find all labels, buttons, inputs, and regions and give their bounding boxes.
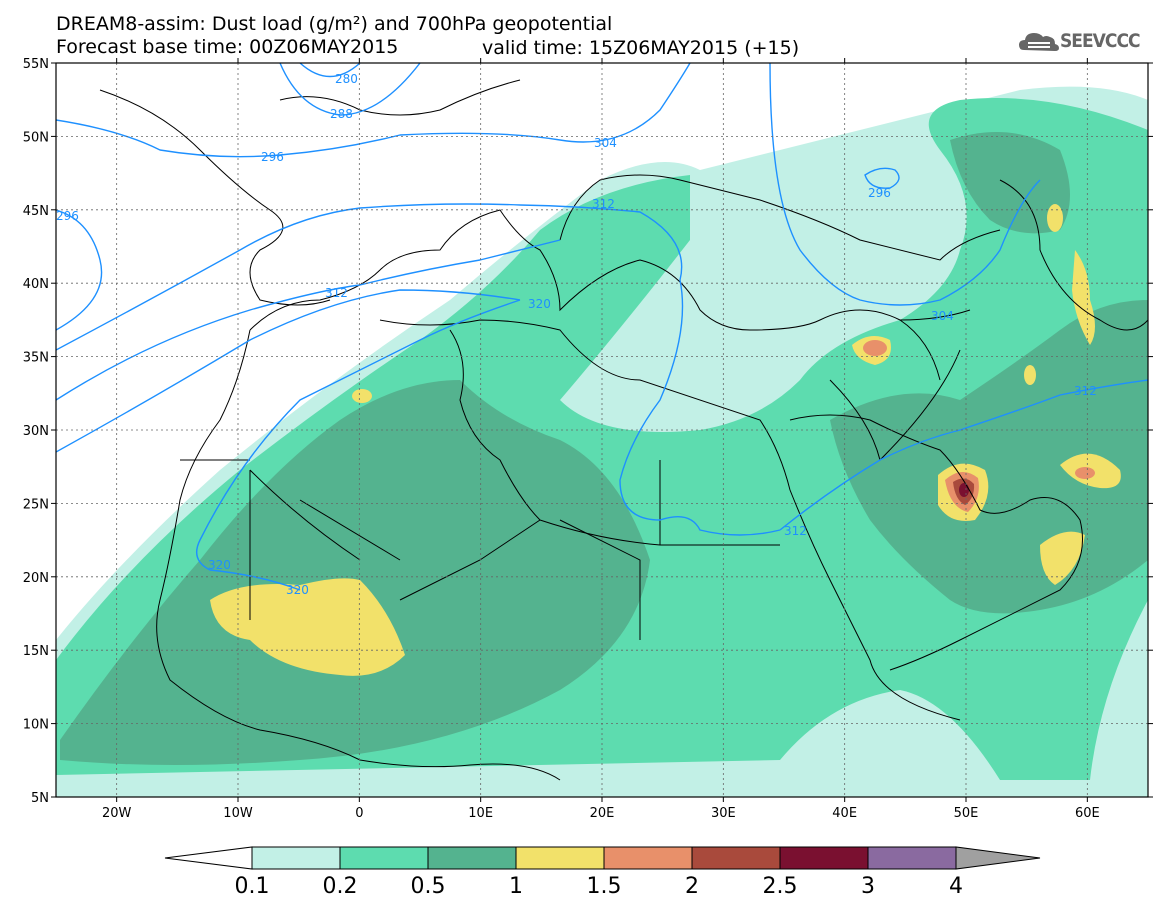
- contour-label: 312: [592, 197, 615, 211]
- dust-band-1-oman: [1040, 531, 1085, 585]
- lon-label: 50E: [954, 806, 979, 821]
- contour-label: 280: [335, 72, 358, 86]
- colorbar-arrow-left: [164, 846, 253, 870]
- contour-label: 304: [931, 309, 954, 323]
- lat-label: 35N: [23, 351, 49, 366]
- contour-label-layer: 280 288 296 304 312 320 296 304 312 320 …: [56, 72, 1097, 597]
- contour-label: 320: [286, 583, 309, 597]
- graticule: [56, 63, 1148, 797]
- lat-label: 45N: [23, 204, 49, 219]
- colorbar-segment: [603, 846, 693, 870]
- colorbar-segment: [339, 846, 429, 870]
- lat-label: 30N: [23, 424, 49, 439]
- colorbar-segment: [691, 846, 781, 870]
- latitude-labels: 55N 50N 45N 40N 35N 30N 25N 20N 15N 10N 5N: [23, 57, 49, 806]
- forecast-base-time: Forecast base time: 00Z06MAY2015: [56, 36, 399, 58]
- contour-label: 320: [208, 558, 231, 572]
- contour-label: 296: [56, 209, 79, 223]
- colorbar-label: 0.5: [411, 874, 446, 899]
- contour-label: 296: [261, 150, 284, 164]
- logo-text: SEEVCCC: [1060, 30, 1141, 52]
- lon-label: 30E: [711, 806, 736, 821]
- colorbar-segment: [251, 846, 341, 870]
- colorbar-segment: [867, 846, 957, 870]
- colorbar-segment: [779, 846, 869, 870]
- colorbar-label: 3: [861, 874, 875, 899]
- valid-time: valid time: 15Z06MAY2015 (+15): [482, 37, 800, 59]
- lon-label: 20E: [590, 806, 615, 821]
- lon-label: 10W: [223, 806, 253, 821]
- contour-label: 320: [528, 297, 551, 311]
- lon-label: 0: [355, 806, 363, 821]
- lon-label: 60E: [1075, 806, 1100, 821]
- dust-band-2-5: [959, 483, 969, 497]
- colorbar-label: 2.5: [763, 874, 798, 899]
- lat-label: 50N: [23, 130, 49, 145]
- lon-label: 20W: [102, 806, 132, 821]
- coastlines: [99, 79, 1148, 781]
- lon-label: 40E: [832, 806, 857, 821]
- colorbar-label: 0.1: [235, 874, 270, 899]
- geopotential-contours: [56, 63, 1148, 591]
- contour-label: 296: [868, 186, 891, 200]
- lon-label: 10E: [468, 806, 493, 821]
- lat-label: 55N: [23, 57, 49, 72]
- contour-label: 312: [1074, 384, 1097, 398]
- contour-label: 304: [594, 136, 617, 150]
- contour-label: 288: [330, 107, 353, 121]
- longitude-labels: 20W 10W 0 10E 20E 30E 40E 50E 60E: [102, 806, 1100, 821]
- colorbar-label: 1: [509, 874, 523, 899]
- lat-label: 5N: [31, 791, 49, 806]
- lat-label: 15N: [23, 644, 49, 659]
- colorbar: [164, 846, 1041, 870]
- colorbar-segment: [427, 846, 517, 870]
- colorbar-arrow-right: [955, 846, 1041, 870]
- dust-band-0-5: [60, 380, 650, 765]
- map-title: DREAM8-assim: Dust load (g/m²) and 700hP…: [56, 13, 613, 35]
- axis-ticks: [51, 58, 1153, 802]
- colorbar-label: 4: [949, 874, 963, 899]
- cloud-icon: [1019, 33, 1059, 51]
- dust-band-1-iran: [1072, 250, 1095, 345]
- dust-band-1-sahel: [210, 578, 405, 676]
- colorbar-labels: 0.1 0.2 0.5 1 1.5 2 2.5 3 4: [235, 874, 964, 899]
- lat-label: 10N: [23, 718, 49, 733]
- contour-label: 312: [784, 524, 807, 538]
- lat-label: 40N: [23, 277, 49, 292]
- colorbar-label: 0.2: [323, 874, 358, 899]
- colorbar-label: 1.5: [587, 874, 622, 899]
- contour-label: 312: [325, 286, 348, 300]
- dust-band-0-5-north: [950, 132, 1070, 234]
- lat-label: 20N: [23, 571, 49, 586]
- colorbar-label: 2: [685, 874, 699, 899]
- lat-label: 25N: [23, 497, 49, 512]
- colorbar-segment: [515, 846, 605, 870]
